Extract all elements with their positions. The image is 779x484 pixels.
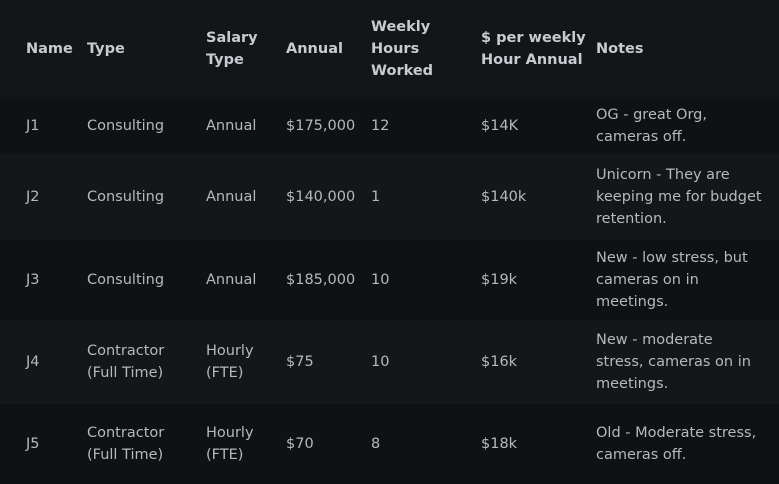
cell-name: J4 (26, 354, 40, 370)
column-header-weekly-hours[interactable]: Weekly Hours Worked (371, 18, 434, 79)
cell-name: J1 (26, 117, 40, 134)
cell-annual: $185,000 (286, 272, 356, 288)
table-row: J5 Contractor (Full Time) Hourly (FTE) $… (0, 404, 779, 484)
column-header-annual[interactable]: Annual (286, 40, 343, 57)
column-header-name[interactable]: Name (26, 40, 73, 57)
cell-weekly-hours: 1 (371, 189, 381, 205)
cell-type: Consulting (87, 272, 165, 288)
cell-weekly-hours: 10 (371, 354, 390, 370)
cell-weekly-hours: 10 (371, 272, 390, 288)
cell-annual: $75 (286, 354, 314, 370)
column-header-per-weekly-hour[interactable]: $ per weekly Hour Annual (481, 29, 586, 68)
cell-weekly-hours: 12 (371, 117, 390, 134)
cell-per-weekly-hour: $140k (481, 189, 527, 205)
column-header-salary-type[interactable]: Salary Type (206, 29, 258, 68)
cell-salary-type: Hourly (FTE) (206, 425, 254, 463)
column-header-notes[interactable]: Notes (596, 40, 644, 57)
cell-salary-type: Annual (206, 117, 257, 134)
table-row: J4 Contractor (Full Time) Hourly (FTE) $… (0, 320, 779, 404)
cell-notes: OG - great Org, cameras off. (596, 106, 707, 145)
cell-notes: Unicorn - They are keeping me for budget… (596, 167, 762, 227)
column-header-type[interactable]: Type (87, 40, 125, 57)
cell-name: J2 (26, 189, 40, 205)
cell-annual: $140,000 (286, 189, 356, 205)
cell-notes: Old - Moderate stress, cameras off. (596, 425, 757, 463)
cell-type: Consulting (87, 189, 165, 205)
table-row: J3 Consulting Annual $185,000 10 $19k Ne… (0, 240, 779, 320)
table-row: J1 Consulting Annual $175,000 12 $14K OG… (0, 97, 779, 154)
cell-annual: $70 (286, 436, 314, 452)
cell-annual: $175,000 (286, 117, 356, 134)
cell-notes: New - low stress, but cameras on in meet… (596, 250, 748, 310)
cell-name: J3 (26, 272, 40, 288)
cell-per-weekly-hour: $16k (481, 354, 518, 370)
cell-per-weekly-hour: $19k (481, 272, 518, 288)
cell-per-weekly-hour: $14K (481, 117, 519, 134)
table-row: J2 Consulting Annual $140,000 1 $140k Un… (0, 154, 779, 240)
cell-type: Contractor (Full Time) (87, 425, 165, 463)
cell-type: Consulting (87, 117, 165, 134)
cell-salary-type: Annual (206, 272, 257, 288)
table-header-row: Name Type Salary Type Annual Weekly Hour… (0, 0, 779, 97)
cell-type: Contractor (Full Time) (87, 343, 165, 381)
cell-weekly-hours: 8 (371, 436, 381, 452)
cell-salary-type: Hourly (FTE) (206, 343, 254, 381)
cell-name: J5 (26, 436, 40, 452)
cell-salary-type: Annual (206, 189, 257, 205)
cell-per-weekly-hour: $18k (481, 436, 518, 452)
cell-notes: New - moderate stress, cameras on in mee… (596, 332, 751, 392)
